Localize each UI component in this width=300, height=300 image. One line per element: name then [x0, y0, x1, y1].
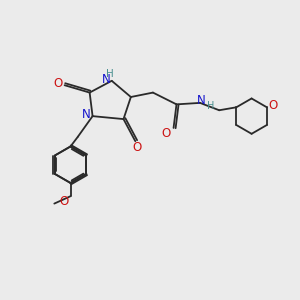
Text: O: O: [269, 99, 278, 112]
Text: O: O: [132, 141, 141, 154]
Text: H: H: [207, 101, 214, 111]
Text: H: H: [106, 69, 114, 79]
Text: O: O: [59, 195, 69, 208]
Text: N: N: [82, 108, 91, 121]
Text: O: O: [162, 127, 171, 140]
Text: N: N: [197, 94, 206, 107]
Text: O: O: [53, 77, 63, 90]
Text: N: N: [102, 73, 111, 86]
